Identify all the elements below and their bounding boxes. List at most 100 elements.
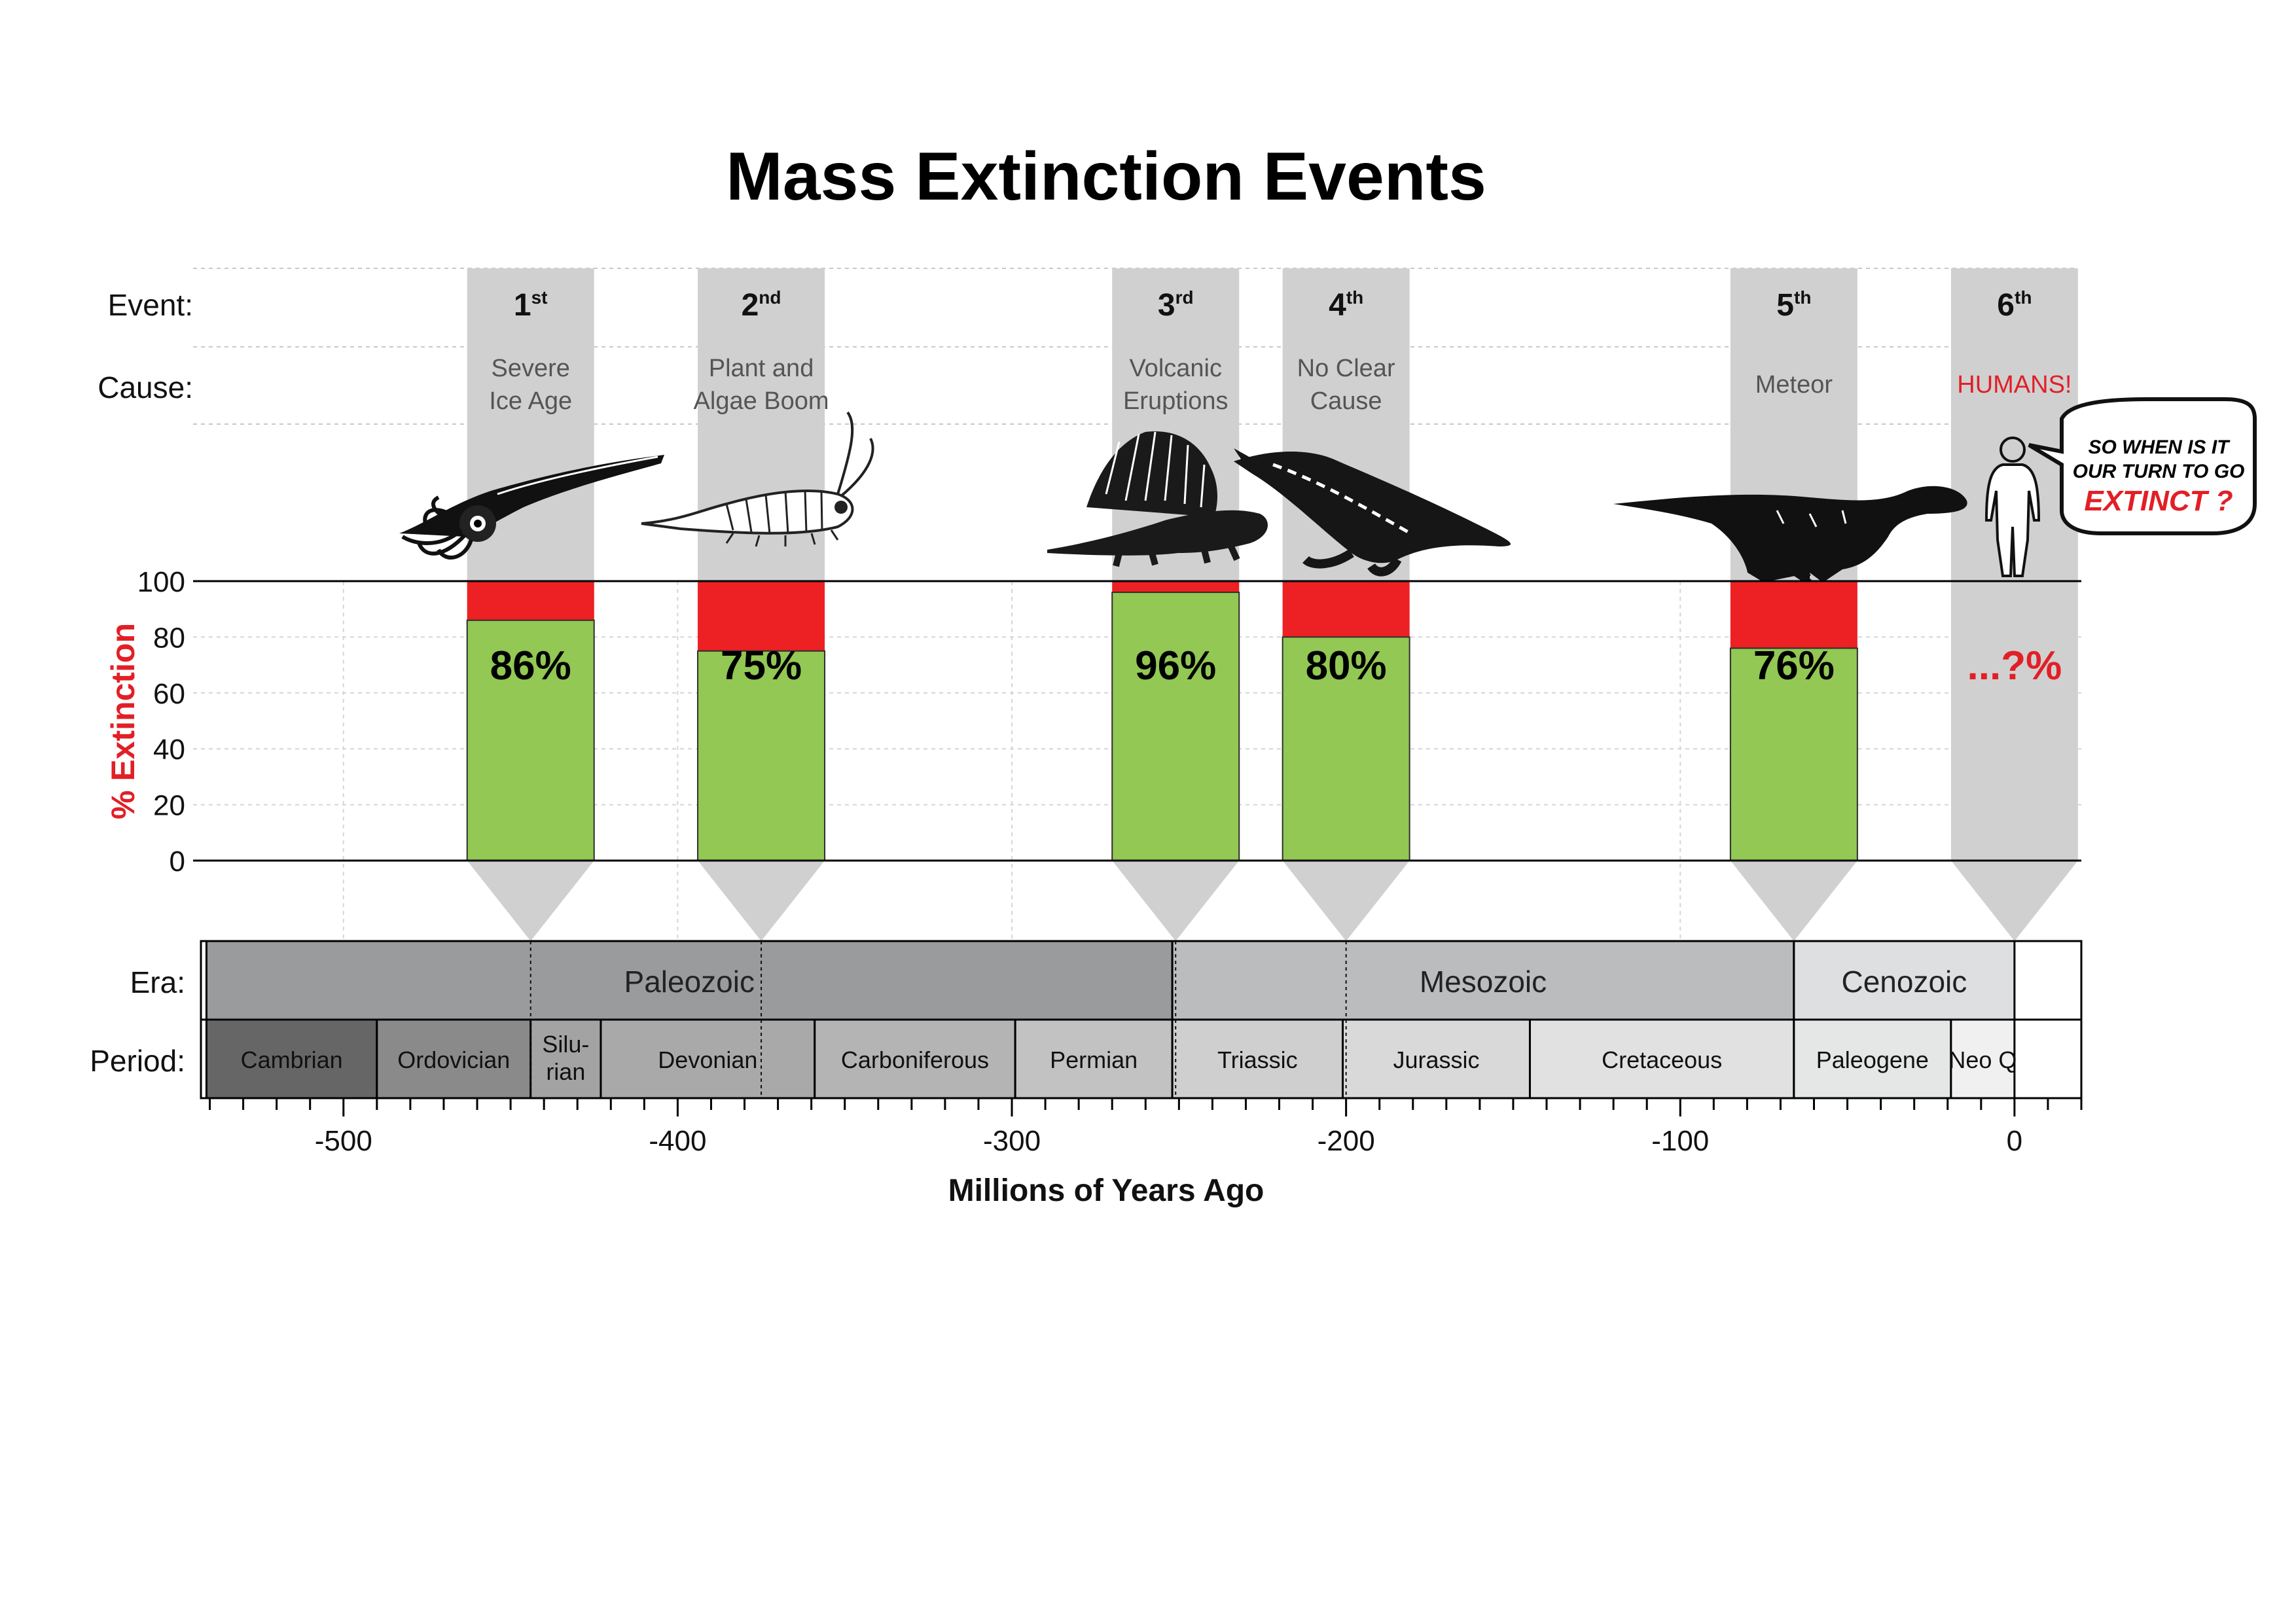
bar-extinct-1 [467, 581, 594, 620]
cause-row-label: Cause: [98, 370, 193, 404]
period-label-paleogene: Paleogene [1816, 1046, 1929, 1073]
event-number-6: 6th [1997, 287, 2032, 323]
period-cell-permian [1014, 1018, 1174, 1099]
y-axis-label: % Extinction [105, 623, 141, 819]
bar-extinct-4 [1282, 581, 1410, 637]
period-label-neo-q: Neo Q [1948, 1046, 2017, 1073]
period-label-devonian: Devonian [658, 1046, 757, 1073]
bar-label-5: 76% [1753, 643, 1835, 688]
period-label-triassic: Triassic [1217, 1046, 1298, 1073]
bar-extinct-3 [1112, 581, 1240, 593]
event-cause-5: Meteor [1755, 371, 1833, 399]
event-number-2: 2nd [742, 287, 781, 323]
event-number-5: 5th [1776, 287, 1811, 323]
event-arrow-1 [467, 861, 594, 941]
x-axis-label: Millions of Years Ago [948, 1173, 1265, 1208]
y-tick-label: 60 [153, 678, 185, 710]
bar-label-4: 80% [1306, 643, 1387, 688]
y-tick-label: 40 [153, 734, 185, 766]
bubble-line-3: EXTINCT ? [2084, 485, 2233, 517]
bubble-line-1: SO WHEN IS IT [2088, 437, 2231, 458]
bar-survived-3 [1111, 592, 1240, 862]
event-cause-4-line-1: No Clear [1297, 355, 1395, 382]
period-label-cretaceous: Cretaceous [1602, 1046, 1722, 1073]
event-number-1: 1st [514, 287, 548, 323]
y-tick-label: 20 [153, 790, 185, 822]
speech-bubble: SO WHEN IS IT OUR TURN TO GO EXTINCT ? [2028, 397, 2257, 535]
bubble-line-2: OUR TURN TO GO [2073, 461, 2245, 482]
ichthyosaur-icon [1234, 448, 1511, 577]
event-number-3: 3rd [1158, 287, 1194, 323]
event-cause-2-line-1: Plant and [709, 355, 814, 382]
period-label-silu-rian-line-1: Silu- [542, 1031, 589, 1058]
plot-axes [193, 580, 2081, 862]
period-cell-triassic [1171, 1018, 1344, 1099]
era-label-cenozoic: Cenozoic [1841, 965, 1967, 999]
event-arrow-2 [698, 861, 825, 941]
x-axis: -500 -400 -300 -200 -100 0 [209, 1098, 2083, 1157]
x-tick-label: -500 [315, 1125, 372, 1157]
era-row-label: Era: [130, 965, 185, 999]
y-axis-ticks: 0 20 40 60 80 100 [137, 566, 185, 878]
event-arrow-5 [1730, 861, 1857, 941]
bar-extinct-2 [698, 581, 825, 651]
event-arrow-4 [1282, 861, 1410, 941]
event-cause-3-line-1: Volcanic [1129, 355, 1222, 382]
era-cell-cenozoic [1793, 940, 2016, 1021]
dinosaur-icon [1613, 486, 1967, 592]
event-cause-1-line-1: Severe [492, 355, 570, 382]
bar-survived-1 [466, 619, 595, 862]
event-row-label: Event: [108, 288, 193, 322]
human-icon [1984, 437, 2041, 577]
x-tick-label: -200 [1318, 1125, 1375, 1157]
period-label-carboniferous: Carboniferous [841, 1046, 989, 1073]
y-tick-label: 0 [170, 846, 185, 878]
period-cell-cambrian [205, 1018, 378, 1099]
extinction-bars: 86% 75% 96% 80% 76%...?% [466, 581, 2062, 862]
speech-bubble-shape [2028, 397, 2257, 535]
bar-extinct-5 [1730, 581, 1857, 649]
chart-title: Mass Extinction Events [726, 139, 1486, 215]
period-band: Cambrian Ordovician Silu-rian Devonian Carbo… [200, 941, 2083, 1099]
y-tick-label: 100 [137, 566, 185, 598]
event-cause-4-line-2: Cause [1310, 387, 1382, 415]
trilobite-icon [641, 411, 874, 547]
event-headers: 1st Severe Ice Age 2nd Plant and Algae Boom 3r… [489, 287, 2072, 415]
era-cell-paleozoic [205, 940, 1174, 1021]
x-tick-label: -400 [649, 1125, 706, 1157]
nautiloid-icon [399, 455, 664, 560]
period-cell-jurassic [1342, 1018, 1531, 1099]
event-cause-6: HUMANS! [1957, 371, 2072, 399]
dimetrodon-icon [1047, 431, 1268, 567]
y-tick-label: 80 [153, 622, 185, 654]
event-cause-3-line-2: Eruptions [1123, 387, 1229, 415]
event-cause-1-line-2: Ice Age [489, 387, 572, 415]
period-cell-paleogene [1793, 1018, 1952, 1099]
x-tick-label: -300 [983, 1125, 1041, 1157]
bar-label-1: 86% [490, 643, 571, 688]
period-cell-neo-q [1950, 1018, 2016, 1099]
period-cell-cretaceous [1528, 1018, 1795, 1099]
era-band: Paleozoic Mesozoic Cenozoic [200, 940, 2083, 1021]
era-label-paleozoic: Paleozoic [624, 965, 755, 999]
period-row-label: Period: [90, 1044, 185, 1078]
period-label-jurassic: Jurassic [1393, 1046, 1479, 1073]
period-label-silu-rian-line-2: rian [546, 1058, 585, 1085]
x-tick-label: 0 [2007, 1125, 2022, 1157]
era-cell-mesozoic [1171, 940, 1795, 1021]
bar-label-3: 96% [1135, 643, 1216, 688]
period-cell-carboniferous [814, 1018, 1016, 1099]
period-label-cambrian: Cambrian [241, 1046, 343, 1073]
period-label-ordovician: Ordovician [397, 1046, 510, 1073]
bar-survived-2 [697, 650, 826, 861]
bar-label-6: ...?% [1967, 643, 2062, 688]
bar-survived-4 [1282, 636, 1410, 862]
event-number-4: 4th [1329, 287, 1363, 323]
era-label-mesozoic: Mesozoic [1420, 965, 1547, 999]
period-label-permian: Permian [1050, 1046, 1138, 1073]
bar-survived-5 [1729, 647, 1858, 861]
x-tick-label: -100 [1651, 1125, 1709, 1157]
event-cause-2-line-2: Algae Boom [694, 387, 829, 415]
event-arrow-6 [1950, 861, 2078, 941]
